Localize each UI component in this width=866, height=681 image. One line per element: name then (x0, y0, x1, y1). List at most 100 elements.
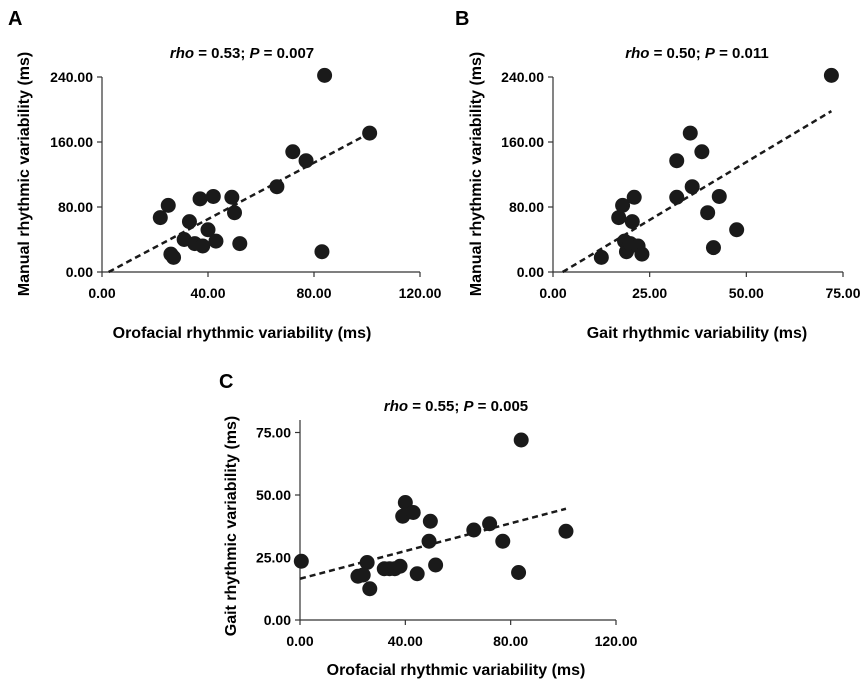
panel-c: C rho = 0.55; P = 0.005 Orofacial rhythm… (219, 371, 638, 679)
panel-c-title: rho = 0.55; P = 0.005 (384, 398, 528, 415)
panel-a-data-point (298, 153, 314, 169)
panel-a-trend-line (108, 131, 371, 274)
panel-b-data-point (611, 210, 627, 226)
panel-c-data-point (428, 557, 444, 573)
panel-b-data-point (669, 189, 685, 205)
panel-b-data-point (705, 240, 721, 256)
panel-c-data-point (359, 555, 375, 570)
panel-c-xtick-label: 40.00 (388, 633, 423, 649)
panel-a-ylabel: Manual rhythmic variability (ms) (16, 52, 33, 297)
panel-a-xtick-label: 0.00 (88, 285, 115, 301)
panel-a-data-point (362, 125, 378, 141)
panel-b-xtick-label: 50.00 (729, 285, 764, 301)
panel-c-xtick-label: 0.00 (286, 633, 313, 649)
panel-a-data-point (269, 179, 285, 195)
panel-b-data-point (729, 222, 745, 238)
panel-c-trend-line (299, 507, 567, 580)
panel-c-xtick-label: 80.00 (493, 633, 528, 649)
panel-c-plot: 0.00 25.00 50.00 75.00 0.00 40.00 80.00 120.00 (256, 425, 638, 650)
panel-b-data-point (624, 214, 640, 230)
panel-c-xlabel: Orofacial rhythmic variability (ms) (327, 662, 586, 679)
panel-c-data-point (293, 553, 309, 569)
panel-b-data-point (684, 179, 700, 195)
panel-a-data-point (181, 214, 197, 230)
panel-a-title-r-text: = 0.53; (194, 45, 249, 62)
panel-a-data-point (195, 238, 211, 254)
panel-a-data-point (160, 197, 176, 213)
panel-b-xtick-label: 0.00 (539, 285, 566, 301)
panel-b-ylabel: Manual rhythmic variability (ms) (468, 52, 485, 297)
panel-c-data-point (511, 565, 527, 580)
panel-a-data-point (205, 188, 221, 204)
panel-c-data-point (397, 495, 413, 510)
panel-c-data-point (405, 505, 421, 520)
panel-c-letter: C (219, 371, 233, 393)
panel-a-data-point (317, 67, 333, 83)
panel-c-data-point (513, 432, 529, 448)
panel-a-xtick-label: 40.00 (190, 285, 225, 301)
panel-c-title-p-text: = 0.005 (474, 398, 529, 415)
panel-c-ytick-label: 0.00 (264, 612, 291, 628)
panel-c-data-point (466, 522, 482, 538)
panel-b-data-point (593, 249, 609, 265)
panel-c-data-point (495, 533, 511, 549)
panel-b-ytick-label: 80.00 (509, 199, 544, 215)
panel-c-title-r-text: = 0.55; (408, 398, 463, 415)
panel-a-xtick-label: 120.00 (399, 285, 442, 301)
panel-a-xlabel: Orofacial rhythmic variability (ms) (113, 325, 372, 342)
panel-c-title-p-symbol: P (463, 398, 474, 415)
panel-b-data-point (700, 205, 716, 221)
panel-b-title-r-text: = 0.50; (649, 45, 704, 62)
panel-c-data-point (422, 513, 438, 529)
panel-a-ytick-label: 80.00 (58, 199, 93, 215)
panel-c-ytick-label: 75.00 (256, 425, 291, 441)
panel-b-data-point (682, 125, 698, 141)
panel-b-ytick-label: 160.00 (501, 134, 544, 150)
panel-a-title-p-text: = 0.007 (260, 45, 315, 62)
panel-a-data-point (224, 189, 240, 205)
panel-a-title: rho = 0.53; P = 0.007 (170, 45, 314, 62)
panel-c-title-r-symbol: rho (384, 398, 408, 415)
panel-b-data-point (711, 188, 727, 204)
panel-c-data-point (392, 558, 408, 574)
panel-b-title-p-symbol: P (705, 45, 716, 62)
panel-b-title-p-text: = 0.011 (715, 45, 769, 62)
panel-a-ytick-label: 160.00 (50, 134, 93, 150)
panel-c-ytick-label: 50.00 (256, 487, 291, 503)
panel-a-ytick-label: 0.00 (66, 264, 93, 280)
panel-a-xtick-label: 80.00 (296, 285, 331, 301)
panel-a-ytick-label: 240.00 (50, 69, 93, 85)
panel-a-data-point (285, 144, 301, 160)
panel-b-data-point (823, 67, 839, 83)
panel-a-axes (101, 77, 420, 273)
panel-c-ylabel: Gait rhythmic variability (ms) (223, 416, 240, 637)
panel-a-plot: 0.00 80.00 160.00 240.00 0.00 40.00 80.00 120.0… (50, 67, 442, 301)
panel-a-data-point (200, 222, 216, 238)
panel-b-data-point (615, 197, 631, 213)
panel-b-title: rho = 0.50; P = 0.011 (625, 45, 768, 62)
panel-b-xlabel: Gait rhythmic variability (ms) (587, 325, 808, 342)
panel-a: A rho = 0.53; P = 0.007 Orofacial rhythm… (8, 8, 442, 342)
panel-b-ytick-label: 240.00 (501, 69, 544, 85)
panel-c-data-point (421, 533, 437, 549)
panel-c-ytick-label: 25.00 (256, 550, 291, 566)
panel-b-ytick-label: 0.00 (517, 264, 544, 280)
panel-a-data-point (192, 191, 208, 207)
panel-b-letter: B (455, 8, 469, 30)
panel-b-xtick-label: 25.00 (632, 285, 667, 301)
panel-b-title-r-symbol: rho (625, 45, 649, 62)
panel-a-data-point (232, 236, 248, 252)
panel-a-title-r-symbol: rho (170, 45, 194, 62)
panel-a-data-point (166, 249, 182, 265)
panel-b-data-point (694, 144, 710, 160)
panel-a-data-point (227, 205, 242, 221)
panel-b-trend-line (562, 110, 833, 274)
panel-c-xtick-label: 120.00 (595, 633, 638, 649)
panel-a-data-point (152, 210, 168, 226)
panel-c-data-point (362, 581, 378, 597)
panel-b-data-point (634, 246, 650, 262)
panel-a-title-p-symbol: P (249, 45, 260, 62)
panel-c-data-point (409, 566, 425, 582)
panel-a-data-point (314, 244, 330, 260)
